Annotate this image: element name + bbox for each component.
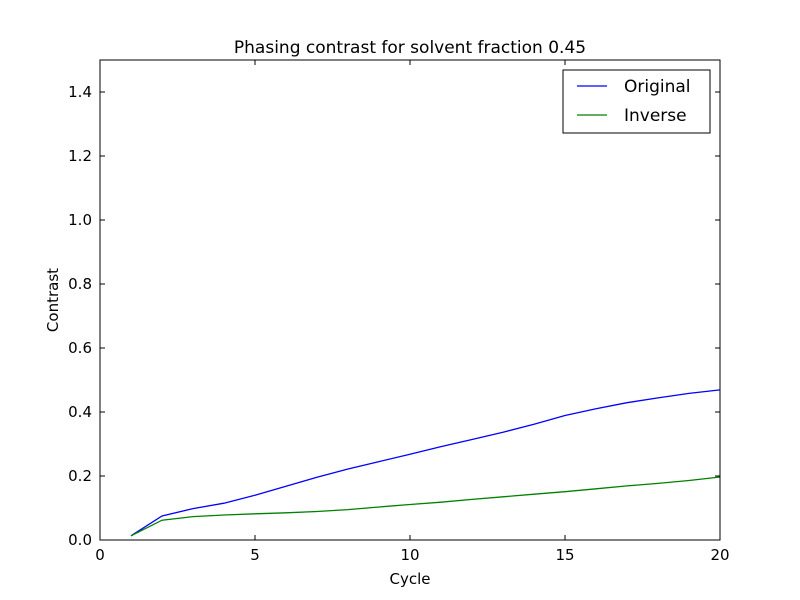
y-axis-label: Contrast: [44, 268, 62, 332]
plot-area: [100, 60, 720, 540]
series-layer: [130, 389, 721, 537]
y-tick-label: 1.4: [68, 83, 92, 101]
x-tick-label: 15: [555, 546, 574, 564]
y-axis-ticks: 0.0 0.2 0.4 0.6 0.8 1.0 1.2 1.4: [68, 83, 720, 549]
y-tick-label: 1.0: [68, 211, 92, 229]
x-tick-label: 10: [400, 546, 419, 564]
y-tick-label: 1.2: [68, 147, 92, 165]
y-tick-label: 0.2: [68, 467, 92, 485]
x-tick-label: 5: [250, 546, 260, 564]
y-tick-label: 0.6: [68, 339, 92, 357]
plot-frame: [99, 59, 721, 541]
x-tick-label: 0: [95, 546, 105, 564]
legend-box: [562, 69, 711, 134]
x-tick-label: 20: [710, 546, 729, 564]
x-axis-ticks: 0 5 10 15 20: [95, 60, 730, 564]
y-tick-label: 0.0: [68, 531, 92, 549]
y-tick-label: 0.4: [68, 403, 92, 421]
y-tick-label: 0.8: [68, 275, 92, 293]
legend-label-inverse: Inverse: [624, 106, 687, 126]
chart-title: Phasing contrast for solvent fraction 0.…: [234, 38, 586, 58]
series-line-original: [130, 389, 721, 537]
legend: Original Inverse: [562, 69, 711, 134]
x-axis-label: Cycle: [390, 570, 431, 588]
legend-label-original: Original: [624, 77, 691, 97]
series-line-inverse: [130, 476, 721, 537]
